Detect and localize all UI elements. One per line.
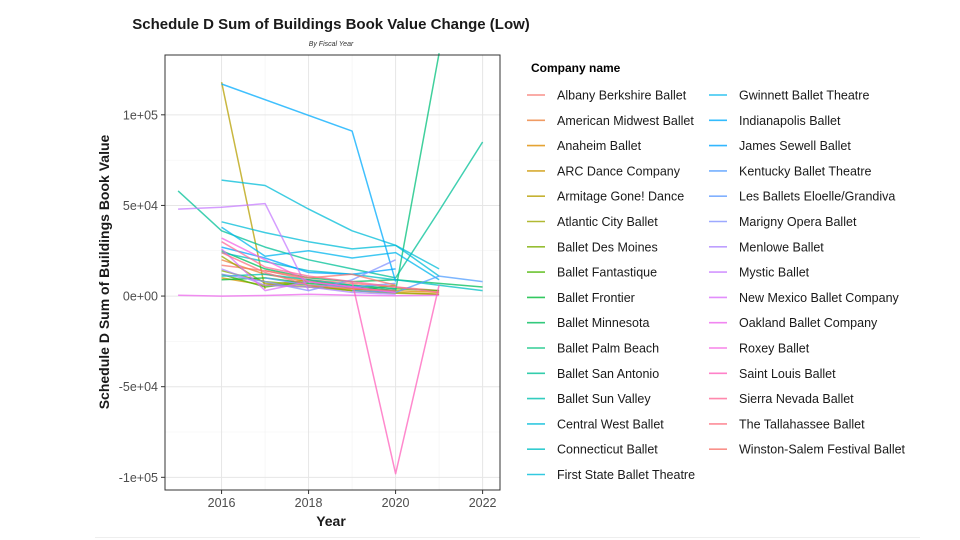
legend-label: Winston-Salem Festival Ballet	[739, 443, 906, 457]
series-line	[221, 179, 440, 277]
legend-label: Kentucky Ballet Theatre	[739, 164, 872, 178]
series-line	[177, 141, 484, 279]
legend-label: Roxey Ballet	[739, 342, 810, 356]
gridlines	[165, 55, 500, 490]
plot-border	[164, 54, 501, 491]
y-tick-label: 1e+05	[123, 108, 158, 122]
legend: Albany Berkshire Ballet American Midwest …	[527, 89, 906, 482]
legend-label: Central West Ballet	[557, 417, 664, 431]
legend-label: Ballet San Antonio	[557, 367, 659, 381]
legend-label: Oakland Ballet Company	[739, 316, 878, 330]
legend-label: ARC Dance Company	[557, 164, 681, 178]
legend-label: Saint Louis Ballet	[739, 367, 836, 381]
series-line	[351, 281, 440, 475]
legend-label: American Midwest Ballet	[557, 114, 694, 128]
y-tick-label: 5e+04	[123, 199, 158, 213]
x-axis-title: Year	[316, 513, 346, 529]
legend-label: Gwinnett Ballet Theatre	[739, 89, 869, 103]
x-tick-label: 2022	[469, 496, 497, 510]
legend-title: Company name	[531, 61, 621, 75]
legend-label: Anaheim Ballet	[557, 139, 642, 153]
chart-title: Schedule D Sum of Buildings Book Value C…	[132, 16, 530, 33]
y-tick-label: 0e+00	[123, 290, 158, 304]
series-line	[178, 293, 440, 297]
legend-label: Connecticut Ballet	[557, 443, 658, 457]
legend-label: Ballet Des Moines	[557, 240, 658, 254]
legend-label: Atlantic City Ballet	[557, 215, 658, 229]
series-line	[221, 83, 397, 282]
series-line	[264, 277, 396, 288]
y-tick-label: -5e+04	[119, 380, 158, 394]
legend-label: Sierra Nevada Ballet	[739, 392, 854, 406]
x-tick-label: 2016	[208, 496, 236, 510]
legend-label: The Tallahassee Ballet	[739, 417, 865, 431]
legend-label: Mystic Ballet	[739, 266, 810, 280]
y-axis: -1e+05 -5e+04 0e+00 5e+04 1e+05	[119, 108, 165, 485]
legend-label: Ballet Frontier	[557, 291, 635, 305]
legend-label: Ballet Sun Valley	[557, 392, 651, 406]
legend-label: James Sewell Ballet	[739, 139, 851, 153]
x-tick-label: 2018	[295, 496, 323, 510]
legend-label: Albany Berkshire Ballet	[557, 89, 687, 103]
series-line	[221, 251, 396, 292]
legend-label: Ballet Minnesota	[557, 316, 649, 330]
legend-label: New Mexico Ballet Company	[739, 291, 900, 305]
x-axis: 2016 2018 2020 2022	[208, 490, 497, 510]
series-line	[352, 275, 483, 294]
legend-label: Ballet Palm Beach	[557, 342, 659, 356]
series-line	[178, 202, 310, 291]
divider	[95, 537, 920, 538]
y-tick-label: -1e+05	[119, 471, 158, 485]
legend-label: Indianapolis Ballet	[739, 114, 841, 128]
chart-subtitle: By Fiscal Year	[309, 41, 354, 48]
series-line	[221, 226, 440, 281]
legend-label: Ballet Fantastique	[557, 266, 657, 280]
x-tick-label: 2020	[382, 496, 410, 510]
y-axis-title: Schedule D Sum of Buildings Book Value	[96, 134, 112, 409]
series-line	[221, 241, 440, 294]
legend-label: Marigny Opera Ballet	[739, 215, 857, 229]
series-line	[220, 82, 266, 289]
legend-label: First State Ballet Theatre	[557, 468, 695, 482]
legend-label: Les Ballets Eloelle/Grandiva	[739, 190, 895, 204]
legend-label: Armitage Gone! Dance	[557, 190, 684, 204]
series-line	[221, 268, 396, 296]
series-lines	[177, 53, 484, 475]
legend-label: Menlowe Ballet	[739, 240, 824, 254]
series-line	[264, 269, 396, 286]
series-line	[221, 221, 440, 270]
